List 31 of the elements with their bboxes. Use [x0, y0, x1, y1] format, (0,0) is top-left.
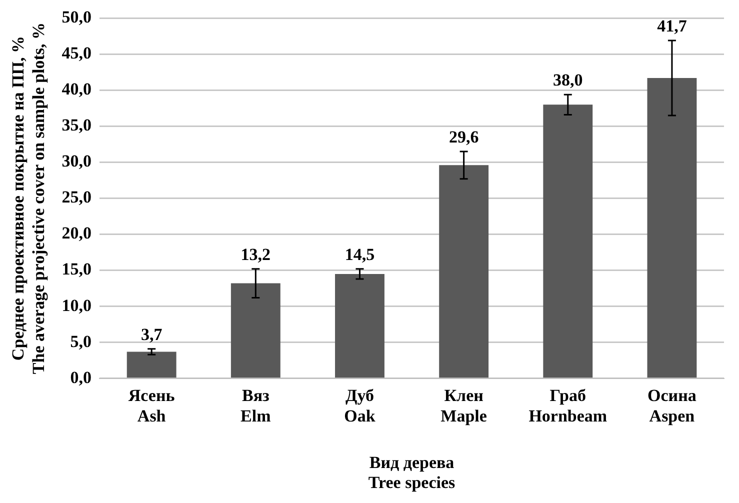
y-tick-label: 20,0	[62, 224, 92, 243]
data-label: 41,7	[657, 16, 688, 36]
x-tick-label: Граб Hornbeam	[528, 386, 608, 426]
bar	[543, 104, 593, 378]
x-tick-label: Вяз Elm	[240, 386, 271, 426]
y-tick-label: 0,0	[70, 368, 92, 387]
data-label: 3,7	[140, 324, 163, 344]
y-tick-label: 45,0	[62, 44, 92, 63]
x-tick-label: Дуб Oak	[344, 386, 376, 426]
y-axis-title: Среднее проективное покрытие на ПП, % The average projective cover on sample plots, %	[8, 22, 48, 374]
bar	[439, 165, 489, 378]
data-label: 38,0	[553, 70, 583, 90]
y-tick-label: 35,0	[62, 116, 92, 135]
x-tick-label: Ясень Ash	[128, 386, 175, 426]
bar	[126, 352, 176, 378]
y-tick-label: 40,0	[62, 80, 92, 99]
y-tick-label: 5,0	[70, 332, 92, 351]
y-tick-label: 15,0	[62, 260, 92, 279]
bar	[335, 274, 384, 378]
y-tick-label: 10,0	[62, 296, 92, 315]
bar	[230, 283, 280, 378]
data-label: 29,6	[448, 127, 479, 146]
bar	[647, 78, 697, 378]
data-label: 13,2	[240, 244, 271, 264]
y-tick-label: 50,0	[62, 8, 92, 27]
data-label: 14,5	[344, 244, 375, 264]
y-tick-label: 30,0	[62, 152, 92, 171]
x-tick-label: Клен Maple	[440, 386, 488, 426]
x-tick-label: Осина Aspen	[648, 386, 697, 426]
x-axis-title: Вид дерева Tree species	[368, 452, 456, 492]
y-tick-label: 25,0	[62, 188, 92, 207]
